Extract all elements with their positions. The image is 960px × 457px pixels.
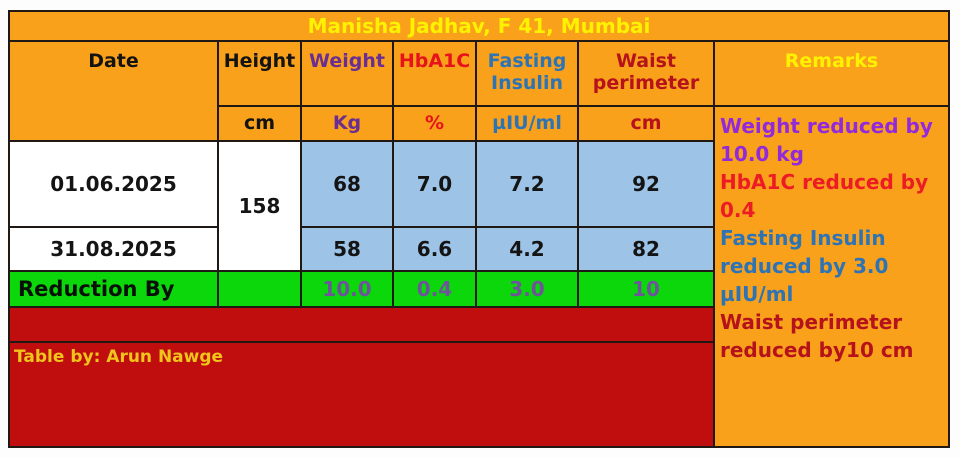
column-header-height: Height — [219, 42, 300, 105]
reduction-row-label: Reduction By — [10, 272, 217, 306]
reduction-waist: 10 — [579, 272, 713, 306]
column-header-fasting-insulin: Fasting Insulin — [477, 42, 577, 105]
cell-fasting-insulin-row2: 4.2 — [477, 228, 577, 270]
cell-date-row1: 01.06.2025 — [10, 142, 217, 226]
health-report-table: Manisha Jadhav, F 41, Mumbai Date Height… — [8, 10, 950, 448]
cell-weight-row1: 68 — [302, 142, 392, 226]
column-header-waist-perimeter: Waist perimeter — [579, 42, 713, 105]
cell-hba1c-row1: 7.0 — [394, 142, 475, 226]
footer-spacer-band — [10, 308, 713, 341]
unit-height: cm — [219, 107, 300, 140]
remark-line: Fasting Insulin reduced by 3.0 µIU/ml — [720, 226, 889, 306]
column-header-date: Date — [10, 42, 217, 140]
cell-weight-row2: 58 — [302, 228, 392, 270]
remark-line: HbA1C reduced by 0.4 — [720, 170, 929, 222]
reduction-weight: 10.0 — [302, 272, 392, 306]
table-credit: Table by: Arun Nawge — [14, 347, 224, 367]
column-header-remarks: Remarks — [715, 42, 948, 105]
cell-fasting-insulin-row1: 7.2 — [477, 142, 577, 226]
remark-line: Weight reduced by 10.0 kg — [720, 114, 933, 166]
cell-waist-row2: 82 — [579, 228, 713, 270]
page-title: Manisha Jadhav, F 41, Mumbai — [10, 12, 948, 40]
cell-height-value: 158 — [219, 142, 300, 270]
unit-waist-perimeter: cm — [579, 107, 713, 140]
footer-credit-cell: Table by: Arun Nawge — [10, 343, 713, 446]
unit-fasting-insulin: µIU/ml — [477, 107, 577, 140]
reduction-hba1c: 0.4 — [394, 272, 475, 306]
unit-weight: Kg — [302, 107, 392, 140]
reduction-height-empty — [219, 272, 300, 306]
cell-waist-row1: 92 — [579, 142, 713, 226]
reduction-fasting-insulin: 3.0 — [477, 272, 577, 306]
unit-hba1c: % — [394, 107, 475, 140]
cell-hba1c-row2: 6.6 — [394, 228, 475, 270]
remarks-body: Weight reduced by 10.0 kg HbA1C reduced b… — [715, 107, 948, 446]
remark-line: Waist perimeter reduced by10 cm — [720, 310, 914, 362]
column-header-hba1c: HbA1C — [394, 42, 475, 105]
cell-date-row2: 31.08.2025 — [10, 228, 217, 270]
column-header-weight: Weight — [302, 42, 392, 105]
